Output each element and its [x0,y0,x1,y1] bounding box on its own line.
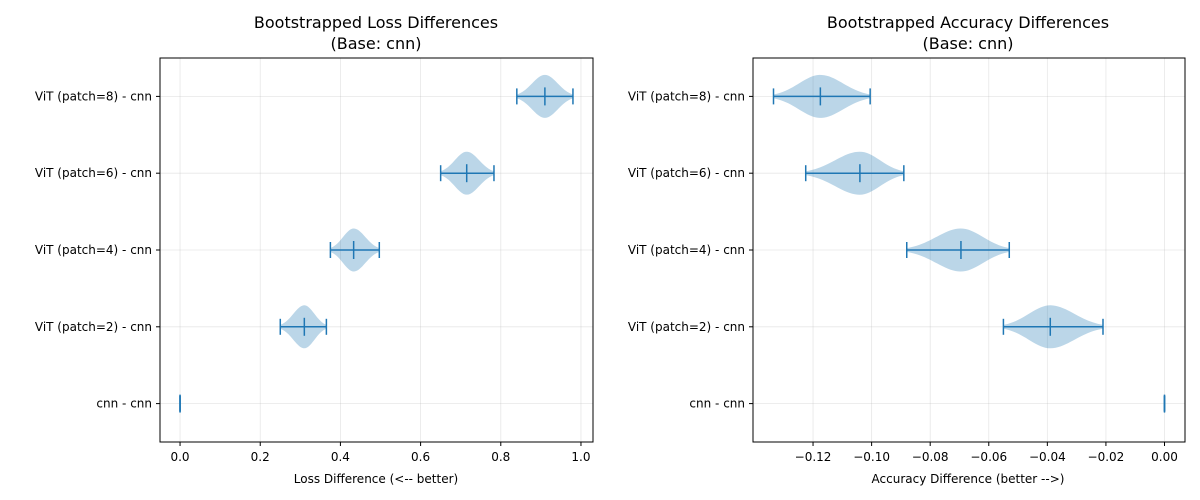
loss-chart-subtitle: (Base: cnn) [331,34,422,53]
loss-differences-panel: Bootstrapped Loss Differences (Base: cnn… [35,13,594,486]
accuracy-x-tick-label: −0.02 [1088,450,1125,464]
loss-y-tick-label: ViT (patch=6) - cnn [35,166,152,180]
accuracy-y-tick-label: ViT (patch=2) - cnn [628,320,745,334]
loss-violin-vit-patch-2-cnn [279,305,328,349]
loss-x-tick-label: 0.8 [491,450,510,464]
accuracy-x-tick-label: −0.10 [853,450,890,464]
accuracy-x-tick-label: −0.12 [795,450,832,464]
loss-violin-vit-patch-4-cnn [329,228,381,272]
accuracy-violin-vit-patch-4-cnn [906,228,1011,272]
accuracy-y-tick-label: cnn - cnn [689,397,745,411]
accuracy-x-tick-label: −0.06 [970,450,1007,464]
loss-y-tick-label: cnn - cnn [96,397,152,411]
accuracy-y-tick-label: ViT (patch=8) - cnn [628,89,745,103]
accuracy-y-tick-label: ViT (patch=6) - cnn [628,166,745,180]
loss-x-tick-label: 0.0 [170,450,189,464]
loss-violin-vit-patch-6-cnn [439,151,495,195]
loss-x-tick-label: 0.2 [251,450,270,464]
loss-x-tick-label: 0.6 [411,450,430,464]
accuracy-x-axis-label: Accuracy Difference (better -->) [872,472,1065,486]
accuracy-y-tick-label: ViT (patch=4) - cnn [628,243,745,257]
accuracy-x-tick-label: 0.00 [1151,450,1178,464]
accuracy-chart-subtitle: (Base: cnn) [923,34,1014,53]
loss-y-tick-label: ViT (patch=4) - cnn [35,243,152,257]
loss-y-tick-label: ViT (patch=8) - cnn [35,89,152,103]
accuracy-violin-vit-patch-2-cnn [1002,305,1104,349]
loss-x-tick-label: 0.4 [331,450,350,464]
loss-x-tick-label: 1.0 [571,450,590,464]
accuracy-chart-title: Bootstrapped Accuracy Differences [827,13,1109,32]
loss-y-tick-label: ViT (patch=2) - cnn [35,320,152,334]
loss-x-axis-label: Loss Difference (<-- better) [294,472,458,486]
accuracy-violin-vit-patch-8-cnn [772,74,871,118]
loss-violin-vit-patch-8-cnn [516,74,574,118]
accuracy-violin-vit-patch-6-cnn [804,151,905,195]
accuracy-x-tick-label: −0.04 [1029,450,1066,464]
accuracy-x-tick-label: −0.08 [912,450,949,464]
accuracy-differences-panel: Bootstrapped Accuracy Differences (Base:… [628,13,1186,486]
loss-chart-title: Bootstrapped Loss Differences [254,13,498,32]
